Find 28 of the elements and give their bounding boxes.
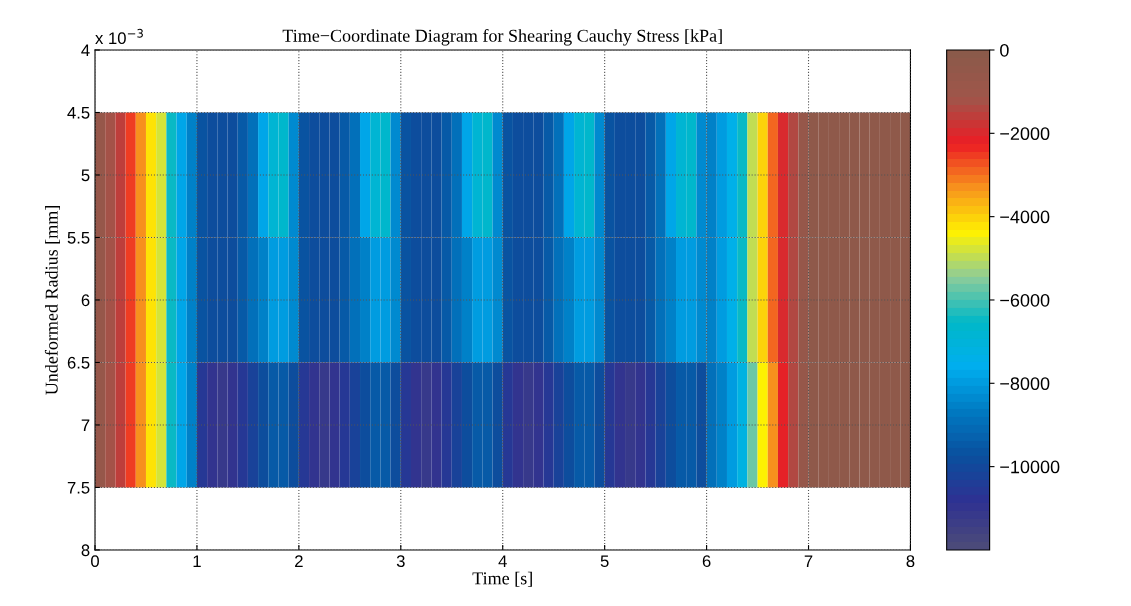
y-tick-label: 7: [81, 419, 90, 431]
x-tick-label: 7: [804, 555, 813, 567]
color-bar-label: −6000: [1000, 293, 1050, 307]
x-tick-label: 3: [396, 555, 405, 568]
x-axis-title: Time [s]: [472, 571, 532, 587]
y-tick-label: 6: [81, 294, 90, 307]
x-tick-label: 5: [600, 555, 609, 568]
y-tick-label: 4.5: [67, 107, 90, 119]
text: x 10$^{−3}$: [95, 28, 143, 45]
x-tick-label: 1: [193, 555, 201, 567]
y-tick-label: 8: [81, 544, 90, 557]
x-tick-label: 6: [702, 555, 711, 568]
y-tick-label: 6.5: [67, 356, 90, 369]
color-bar-label: 0: [1000, 43, 1009, 57]
y-tick-label: 4: [81, 44, 90, 57]
color-bar-label: −10000: [1000, 460, 1060, 474]
x-tick-label: 2: [295, 555, 303, 567]
color-bar-label: −8000: [1000, 377, 1050, 391]
x-tick-label: 0: [91, 555, 99, 568]
y-tick-label: 7.5: [67, 482, 90, 494]
x-tick-label: 8: [906, 555, 915, 568]
color-bar-label: −4000: [1000, 210, 1050, 224]
x-tick-label: 4: [498, 555, 507, 567]
y-axis-title: Undeformed Radius [mm]: [44, 206, 60, 395]
y-tick-label: 5: [81, 169, 90, 182]
color-bar-label: −2000: [1000, 127, 1050, 141]
chart-title: Time−Coordinate Diagram for Shearing Cauchy Stress [kPa]: [282, 28, 722, 46]
y-tick-label: 5.5: [67, 232, 90, 244]
